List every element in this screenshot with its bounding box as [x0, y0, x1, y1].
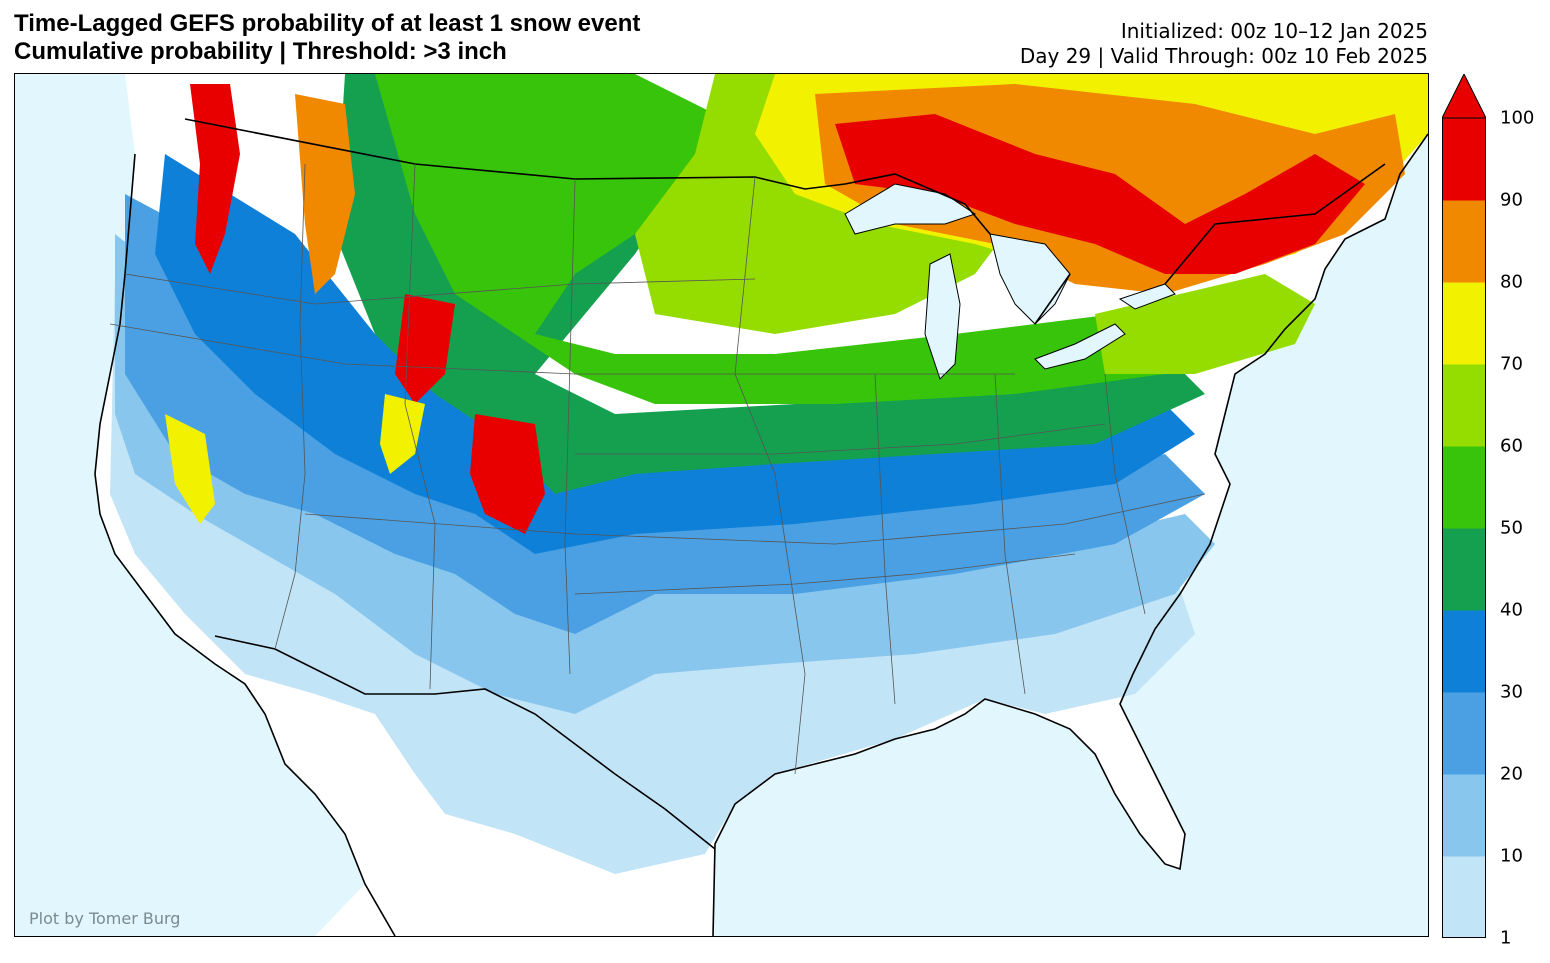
map-canvas: [35, 74, 1428, 936]
state-borders: [109, 163, 1206, 775]
colorbar-tick-label: 100: [1500, 107, 1535, 129]
mexico-border: [214, 635, 716, 850]
country-borders: [94, 118, 1428, 936]
colorbar-tick-label: 10: [1500, 845, 1523, 867]
chart-title: Time-Lagged GEFS probability of at least…: [14, 10, 641, 37]
colorbar-band: [1442, 446, 1486, 529]
colorbar-tick-label: 50: [1500, 517, 1523, 539]
probability-fill: [110, 74, 1428, 874]
colorbar: [1442, 74, 1486, 938]
colorbar-band: [1442, 610, 1486, 693]
streak-cascades: [190, 84, 240, 274]
colorbar-tick-label: 20: [1500, 763, 1523, 785]
colorbar-frame: [1442, 117, 1486, 938]
colorbar-tick-label: 1: [1500, 927, 1512, 949]
plot-credit: Plot by Tomer Burg: [29, 909, 181, 928]
streak-sierra: [165, 414, 215, 524]
colorbar-tick-label: 40: [1500, 599, 1523, 621]
colorbar-band: [1442, 364, 1486, 447]
colorbar-tick-label: 70: [1500, 353, 1523, 375]
colorbar-tick-label: 80: [1500, 271, 1523, 293]
colorbar-extend-arrow: [1442, 74, 1486, 119]
valid-through-label: Day 29 | Valid Through: 00z 10 Feb 2025: [1019, 44, 1428, 68]
lake-michigan: [924, 253, 961, 380]
streak-colorado: [470, 414, 545, 534]
colorbar-tick-labels: 1 10 20 30 40 50 60 70 80 90 100: [1500, 74, 1545, 949]
colorbar-band: [1442, 692, 1486, 775]
band-1-10: [110, 274, 1195, 874]
band-50-60: [375, 74, 1245, 404]
coastline-west: [94, 153, 396, 936]
initialized-label: Initialized: 00z 10–12 Jan 2025: [1120, 19, 1428, 43]
band-10-20: [115, 234, 1215, 714]
canada-border: [184, 118, 1386, 325]
colorbar-bands: [1442, 118, 1486, 938]
streak-wasatch: [380, 394, 425, 474]
band-90-100: [835, 114, 1365, 274]
coastline-gulf: [712, 133, 1428, 936]
colorbar-band: [1442, 774, 1486, 857]
snow-probability-map: Plot by Tomer Burg: [14, 73, 1429, 937]
colorbar-band: [1442, 200, 1486, 283]
colorbar-band: [1442, 118, 1486, 201]
band-20-30: [125, 194, 1205, 634]
colorbar-band: [1442, 528, 1486, 611]
colorbar-band: [1442, 282, 1486, 365]
great-lakes: [844, 183, 1176, 380]
colorbar-tick-label: 90: [1500, 189, 1523, 211]
lake-ontario: [1118, 283, 1176, 310]
lake-superior: [844, 183, 977, 235]
colorbar-tick-label: 60: [1500, 435, 1523, 457]
chart-subtitle: Cumulative probability | Threshold: >3 i…: [14, 38, 507, 65]
streak-montana: [395, 294, 455, 404]
colorbar-band: [1442, 856, 1486, 938]
colorbar-tick-label: 30: [1500, 681, 1523, 703]
band-60-70-ne: [1095, 274, 1315, 374]
lake-erie: [1034, 323, 1126, 370]
